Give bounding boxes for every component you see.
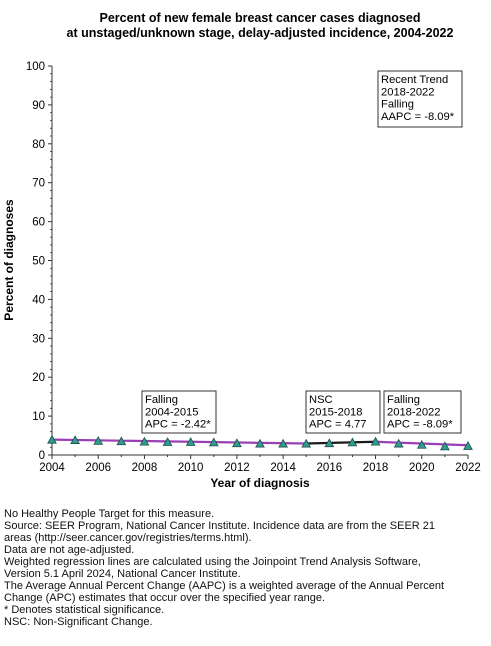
y-tick-label: 20 <box>32 372 45 384</box>
data-point <box>370 436 381 446</box>
trend-segment <box>306 440 376 445</box>
chart-title-line-1: Percent of new female breast cancer case… <box>100 11 421 25</box>
footnote-line: Weighted regression lines are calculated… <box>4 556 421 568</box>
data-point <box>255 438 265 448</box>
x-tick-label: 2016 <box>317 462 343 474</box>
x-tick-label: 2020 <box>409 462 435 474</box>
annotation-line: 2018-2022 <box>381 86 435 98</box>
x-tick-label: 2006 <box>85 462 111 474</box>
y-tick-label: 0 <box>39 450 45 462</box>
data-point <box>324 438 335 448</box>
annotation-line: Falling <box>145 394 178 406</box>
trend-segment <box>51 438 307 445</box>
data-markers <box>47 434 473 451</box>
annotation-line: AAPC = -8.09* <box>381 111 455 123</box>
data-point <box>301 438 312 448</box>
annotation-line: Falling <box>381 99 414 111</box>
data-point <box>93 435 104 445</box>
annotation-line: APC = -8.09* <box>387 419 453 431</box>
footnote-line: Change (APC) estimates that occur over t… <box>4 592 325 604</box>
annotation-box <box>383 390 462 434</box>
x-tick-label: 2012 <box>224 462 250 474</box>
y-tick-label: 30 <box>32 333 45 345</box>
y-tick-label: 90 <box>32 100 45 112</box>
footnote-line: Data are not age-adjusted. <box>4 544 135 556</box>
y-tick-label: 70 <box>32 178 45 190</box>
data-point <box>185 437 196 446</box>
data-point <box>116 436 127 446</box>
annotation-line: APC = -2.42* <box>145 419 211 431</box>
y-tick-label: 10 <box>32 411 45 423</box>
data-point <box>393 438 404 448</box>
annotation-line: NSC <box>309 394 333 406</box>
data-point <box>440 441 450 451</box>
annotation-line: 2018-2022 <box>387 406 441 418</box>
y-tick-label: 60 <box>32 217 45 229</box>
footnote-line: areas (http://seer.cancer.gov/registries… <box>4 532 252 544</box>
chart: Percent of new female breast cancer case… <box>2 11 481 490</box>
footnote-line: Source: SEER Program, National Cancer In… <box>4 520 436 532</box>
footnote-line: NSC: Non-Significant Change. <box>4 616 153 628</box>
x-tick-label: 2022 <box>455 462 481 474</box>
y-tick-label: 40 <box>32 294 45 306</box>
x-tick-label: 2004 <box>39 462 65 474</box>
data-point <box>347 437 358 447</box>
annotation-box <box>141 390 217 434</box>
annotation-box <box>305 390 381 434</box>
data-point <box>208 437 219 447</box>
data-point <box>232 438 242 448</box>
footnote-line: The Average Annual Percent Change (AAPC)… <box>4 580 445 592</box>
annotation-line: APC = 4.77 <box>309 419 367 431</box>
footnotes: No Healthy People Target for this measur… <box>4 508 490 628</box>
y-tick-label: 50 <box>32 256 45 268</box>
y-tick-label: 80 <box>32 139 45 151</box>
data-point <box>463 441 473 450</box>
annotation-box <box>377 70 463 128</box>
y-axis-label: Percent of diagnoses <box>2 199 16 321</box>
footnote-line: No Healthy People Target for this measur… <box>4 508 215 520</box>
axes: 0 10 20 30 40 50 60 70 80 90 100 2004 2006 2008 2010 20… <box>26 61 481 474</box>
annotation-line: 2004-2015 <box>145 406 199 418</box>
y-tick-label: 100 <box>26 61 45 73</box>
data-point <box>47 434 57 444</box>
data-point <box>162 437 173 446</box>
annotation-line: Recent Trend <box>381 74 448 86</box>
x-tick-label: 2014 <box>270 462 296 474</box>
annotation-line: Falling <box>387 394 420 406</box>
x-tick-label: 2018 <box>363 462 389 474</box>
chart-title-line-2: at unstaged/unknown stage, delay-adjuste… <box>67 26 454 40</box>
data-point <box>139 436 150 446</box>
x-tick-label: 2008 <box>132 462 158 474</box>
x-tick-label: 2010 <box>178 462 204 474</box>
data-point <box>416 439 427 449</box>
footnote-line: Version 5.1 April 2024, National Cancer … <box>4 568 241 580</box>
data-point <box>70 435 80 444</box>
footnote-line: * Denotes statistical significance. <box>4 604 165 616</box>
x-axis-label: Year of diagnosis <box>210 476 310 490</box>
annotation-line: 2015-2018 <box>309 406 363 418</box>
data-point <box>278 438 288 448</box>
